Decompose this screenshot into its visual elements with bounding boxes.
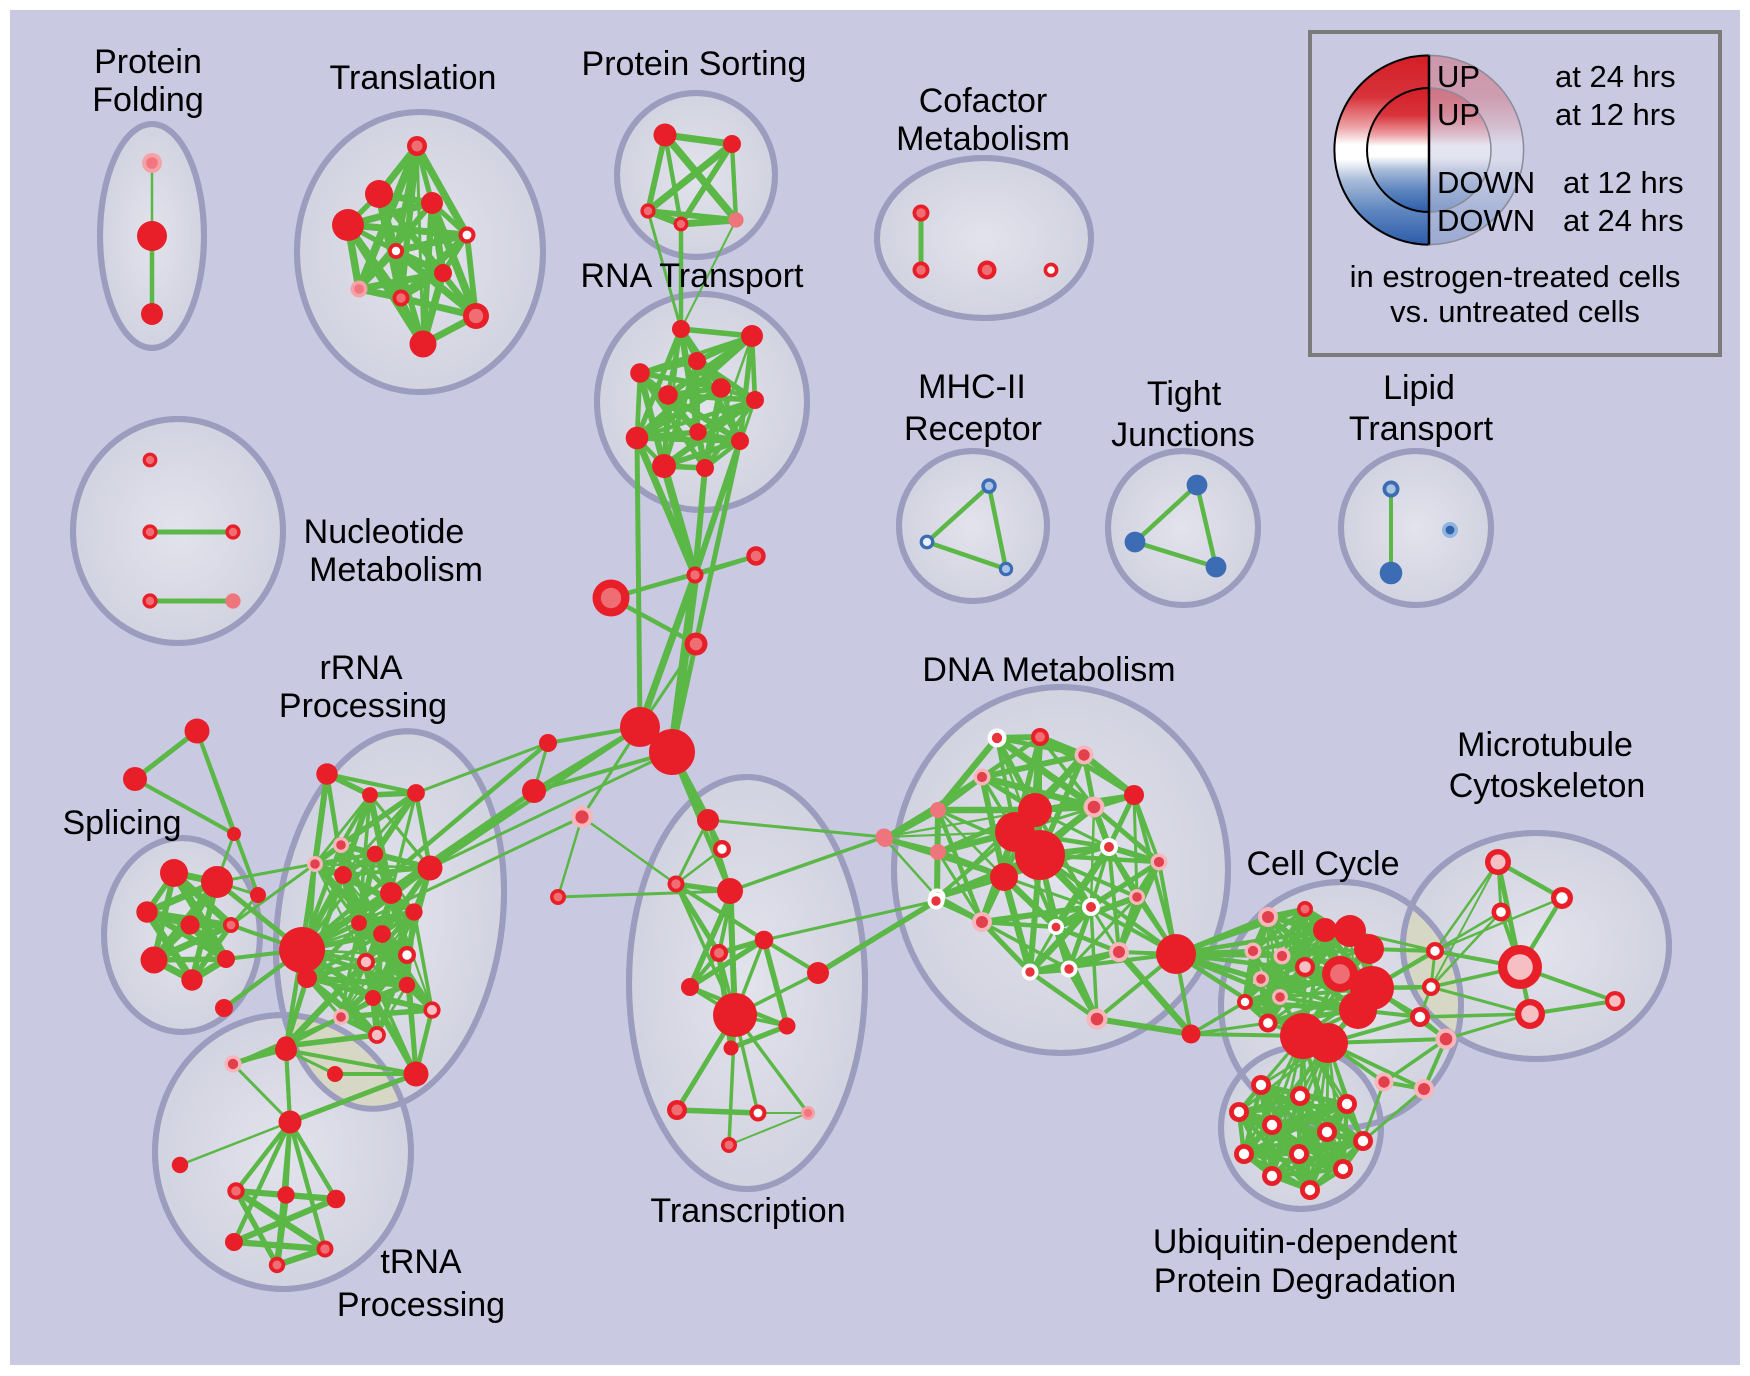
svg-text:Protein Degradation: Protein Degradation (1154, 1262, 1456, 1300)
svg-text:Cytoskeleton: Cytoskeleton (1449, 767, 1646, 805)
svg-text:at 24 hrs: at 24 hrs (1563, 203, 1684, 238)
svg-text:Tight: Tight (1147, 375, 1222, 413)
svg-text:in estrogen-treated cells: in estrogen-treated cells (1350, 259, 1681, 294)
svg-text:Translation: Translation (330, 59, 497, 97)
svg-text:Transport: Transport (1349, 410, 1494, 448)
svg-text:Receptor: Receptor (904, 410, 1042, 448)
svg-text:DOWN: DOWN (1437, 203, 1535, 238)
svg-text:tRNA: tRNA (380, 1243, 462, 1281)
svg-text:vs. untreated cells: vs. untreated cells (1390, 294, 1640, 329)
svg-text:Protein: Protein (94, 43, 202, 81)
svg-text:Ubiquitin-dependent: Ubiquitin-dependent (1153, 1223, 1458, 1261)
svg-text:MHC-II: MHC-II (918, 368, 1026, 406)
svg-text:UP: UP (1437, 97, 1480, 132)
svg-text:Junctions: Junctions (1111, 416, 1255, 454)
svg-text:at 24 hrs: at 24 hrs (1555, 59, 1676, 94)
svg-text:Nucleotide: Nucleotide (304, 513, 465, 551)
svg-text:Splicing: Splicing (62, 804, 181, 842)
svg-text:Metabolism: Metabolism (309, 551, 483, 589)
svg-text:Metabolism: Metabolism (896, 120, 1070, 158)
svg-text:Microtubule: Microtubule (1457, 726, 1633, 764)
svg-text:RNA Transport: RNA Transport (581, 257, 805, 295)
svg-text:at 12 hrs: at 12 hrs (1555, 97, 1676, 132)
svg-text:UP: UP (1437, 59, 1480, 94)
svg-text:DOWN: DOWN (1437, 165, 1535, 200)
svg-text:Protein Sorting: Protein Sorting (582, 45, 807, 83)
svg-text:Cell Cycle: Cell Cycle (1246, 845, 1399, 883)
svg-text:Folding: Folding (92, 81, 204, 119)
svg-text:Processing: Processing (337, 1286, 505, 1324)
svg-text:Transcription: Transcription (650, 1192, 845, 1230)
svg-text:Processing: Processing (279, 687, 447, 725)
svg-text:Cofactor: Cofactor (919, 82, 1048, 120)
svg-text:Lipid: Lipid (1383, 369, 1455, 407)
svg-text:rRNA: rRNA (319, 649, 402, 687)
svg-text:DNA Metabolism: DNA Metabolism (922, 651, 1175, 689)
svg-text:at 12 hrs: at 12 hrs (1563, 165, 1684, 200)
